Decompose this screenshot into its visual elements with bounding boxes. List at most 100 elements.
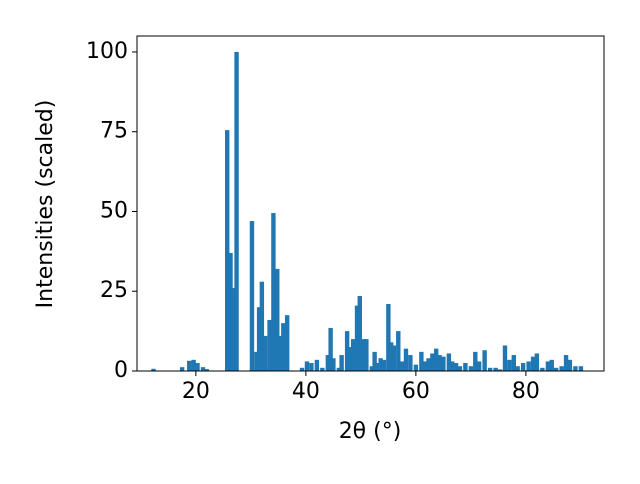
bar xyxy=(403,348,409,371)
bar xyxy=(347,347,353,371)
bar xyxy=(507,359,512,371)
bar xyxy=(187,360,192,371)
bar xyxy=(331,358,336,371)
axes-frame xyxy=(136,35,605,372)
bar xyxy=(545,361,551,371)
bar xyxy=(399,361,405,371)
bar xyxy=(200,367,206,371)
bar xyxy=(262,335,268,371)
bar xyxy=(304,361,310,371)
bar xyxy=(204,369,210,371)
bar xyxy=(354,305,360,371)
x-axis-label: 2θ (°) xyxy=(339,419,402,444)
bar xyxy=(493,367,498,371)
bar xyxy=(259,281,265,371)
bar xyxy=(449,361,455,371)
bar xyxy=(231,288,236,371)
bar xyxy=(277,335,283,371)
bar xyxy=(511,355,516,371)
x-tick-label: 80 xyxy=(512,379,540,404)
bar xyxy=(457,366,463,371)
bar xyxy=(549,359,554,371)
bar xyxy=(423,361,428,371)
bar xyxy=(225,130,230,371)
bar xyxy=(314,359,320,371)
bar xyxy=(540,367,545,371)
bar xyxy=(151,368,156,371)
bar xyxy=(396,331,401,371)
bar xyxy=(473,351,478,371)
y-tick-label: 0 xyxy=(114,358,128,383)
bar xyxy=(309,363,314,371)
bar xyxy=(284,315,290,371)
bar xyxy=(361,339,366,371)
bar xyxy=(336,367,342,371)
bar xyxy=(375,363,380,371)
bar xyxy=(372,351,377,371)
bar xyxy=(441,356,446,371)
bar xyxy=(430,353,435,371)
bar xyxy=(369,366,375,371)
bar xyxy=(567,359,573,371)
bar xyxy=(391,345,397,371)
bar xyxy=(559,366,564,371)
bar xyxy=(179,367,185,371)
bar xyxy=(328,327,333,371)
y-axis-label: Intensities (scaled) xyxy=(33,100,58,309)
bar xyxy=(191,359,196,371)
bar xyxy=(281,323,286,371)
bar xyxy=(534,353,540,371)
bar xyxy=(344,331,350,371)
bar xyxy=(249,221,255,371)
bar xyxy=(234,51,239,371)
bar xyxy=(530,356,536,371)
bar xyxy=(413,364,419,371)
bar xyxy=(271,213,276,371)
bar xyxy=(434,348,439,371)
bar xyxy=(275,268,280,371)
bar xyxy=(573,366,578,371)
bar xyxy=(195,363,200,371)
bar xyxy=(267,319,272,371)
bar xyxy=(437,355,442,371)
bar xyxy=(553,367,559,371)
bar xyxy=(468,366,474,371)
bar xyxy=(487,367,493,371)
bar xyxy=(578,366,584,371)
bar xyxy=(299,367,305,371)
bar xyxy=(563,355,569,371)
x-tick-label: 40 xyxy=(292,379,320,404)
bar xyxy=(254,351,259,371)
bar xyxy=(386,304,391,371)
bar xyxy=(364,339,369,371)
bar xyxy=(339,355,344,371)
bar xyxy=(381,359,387,371)
bar xyxy=(419,351,424,371)
bar xyxy=(378,358,383,371)
x-tick-label: 60 xyxy=(402,379,430,404)
bar xyxy=(228,252,233,371)
bar xyxy=(446,353,452,371)
bar xyxy=(388,342,394,371)
y-tick-label: 100 xyxy=(86,39,128,64)
y-tick-label: 75 xyxy=(100,119,128,144)
bar xyxy=(526,361,531,371)
y-tick-label: 50 xyxy=(100,198,128,223)
bar xyxy=(502,345,508,371)
bar xyxy=(520,363,526,371)
bar xyxy=(463,363,468,371)
bar xyxy=(497,369,503,371)
bar xyxy=(357,296,362,371)
bar xyxy=(515,366,520,371)
bar xyxy=(408,355,413,371)
bar xyxy=(476,361,482,371)
bar xyxy=(482,350,487,371)
bar xyxy=(426,358,431,371)
bar xyxy=(453,363,459,371)
x-tick-label: 20 xyxy=(182,379,210,404)
y-tick-label: 25 xyxy=(100,278,128,303)
bar xyxy=(350,339,356,371)
bar xyxy=(320,367,325,371)
bar xyxy=(325,355,331,371)
